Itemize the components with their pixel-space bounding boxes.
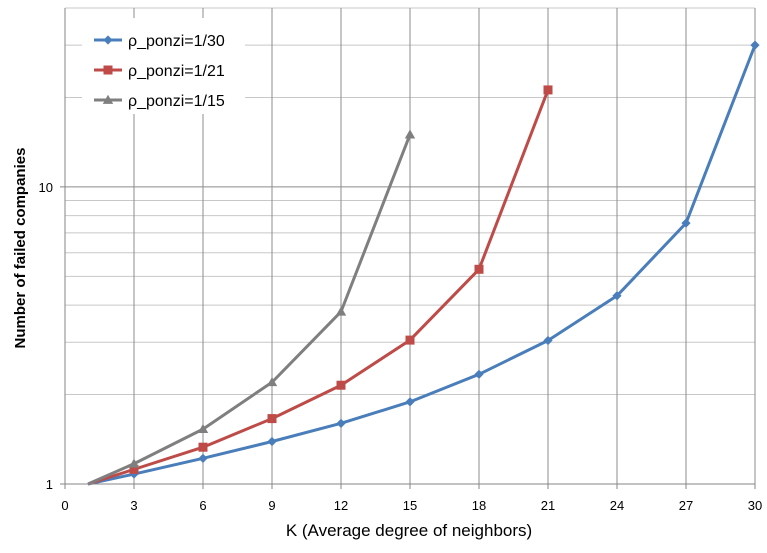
series-1 — [87, 40, 760, 486]
y-axis-label: Number of failed companies — [12, 148, 29, 349]
data-point — [474, 264, 484, 274]
legend-swatch-marker — [102, 94, 114, 104]
data-point — [267, 436, 277, 447]
x-tick-label: 0 — [61, 498, 68, 513]
data-point — [129, 464, 139, 474]
data-point — [404, 129, 416, 139]
legend-label: ρ_ponzi=1/30 — [128, 33, 225, 50]
x-tick-label: 15 — [403, 498, 417, 513]
data-point — [405, 335, 415, 345]
data-point — [750, 40, 760, 50]
data-point — [336, 418, 346, 428]
data-point — [612, 291, 622, 301]
series-line — [87, 89, 550, 486]
data-point — [198, 453, 208, 463]
x-tick-label: 6 — [199, 498, 206, 513]
x-tick-label: 3 — [130, 498, 137, 513]
data-point — [128, 458, 140, 468]
data-point — [543, 85, 553, 95]
legend: ρ_ponzi=1/30 ρ_ponzi=1/21 ρ_ponzi=1/15 — [82, 18, 245, 114]
x-tick-label: 27 — [679, 498, 693, 513]
y-tick-label: 1 — [46, 477, 53, 492]
data-point — [543, 335, 553, 346]
data-point — [336, 380, 346, 390]
x-tick-label: 30 — [748, 498, 762, 513]
legend-swatch-marker — [103, 35, 113, 45]
axis-ticks: 1 10 0 3 6 9 12 15 18 21 24 27 30 — [39, 8, 762, 513]
data-point — [335, 306, 347, 316]
series-2 — [87, 85, 553, 486]
data-point — [405, 397, 415, 407]
data-point — [681, 218, 691, 228]
series-3 — [87, 129, 416, 486]
data-point — [474, 369, 484, 379]
x-tick-label: 9 — [268, 498, 275, 513]
series-lines — [87, 40, 760, 486]
legend-label: ρ_ponzi=1/15 — [128, 93, 225, 110]
legend-label: ρ_ponzi=1/21 — [128, 63, 225, 80]
data-point — [266, 377, 278, 387]
series-line — [87, 134, 412, 486]
x-tick-label: 12 — [334, 498, 348, 513]
data-point — [198, 442, 208, 452]
x-tick-label: 18 — [472, 498, 486, 513]
data-point — [267, 414, 277, 424]
y-tick-label: 10 — [39, 180, 53, 195]
x-axis-label: K (Average degree of neighbors) — [286, 521, 532, 540]
legend-swatch-marker — [103, 65, 113, 75]
x-tick-label: 24 — [610, 498, 624, 513]
x-tick-label: 21 — [541, 498, 555, 513]
data-point — [197, 423, 209, 434]
